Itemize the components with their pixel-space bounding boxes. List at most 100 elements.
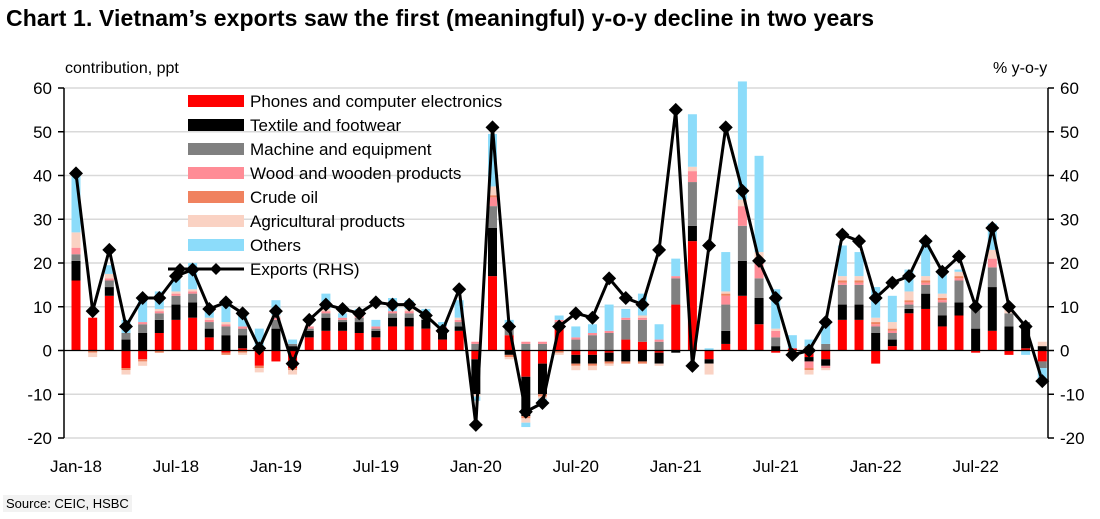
exports-point (835, 227, 850, 242)
bar-segment-crude-oil (88, 350, 98, 353)
bar-segment-textile-and-footwear (621, 350, 631, 362)
bar-segment-agricultural-products (921, 276, 931, 281)
exports-point (668, 102, 683, 117)
bar-segment-machine-and-equipment (138, 324, 148, 333)
bar-segment-phones-and-computer-electronics (388, 326, 398, 351)
bar-segment-wood-and-wooden-products (104, 278, 114, 281)
exports-point (602, 271, 617, 286)
bar-segment-textile-and-footwear (537, 363, 547, 395)
bar-segment-agricultural-products (804, 370, 814, 375)
exports-point (218, 295, 233, 310)
x-tick-label: Jan-20 (450, 457, 502, 476)
bar-segment-others (704, 348, 714, 351)
bar-segment-others (837, 245, 847, 277)
bar-segment-others (821, 324, 831, 344)
exports-point (568, 306, 583, 321)
exports-point (69, 166, 83, 181)
bar-segment-phones-and-computer-electronics (904, 313, 914, 351)
bar-segment-textile-and-footwear (604, 352, 614, 362)
bar-segment-agricultural-products (687, 166, 697, 172)
bar-segment-textile-and-footwear (671, 350, 681, 353)
bar-segment-wood-and-wooden-products (471, 341, 481, 344)
bar-segment-agricultural-products (454, 317, 464, 320)
bar-segment-agricultural-products (204, 317, 214, 320)
legend-swatch (188, 167, 244, 179)
bar-segment-machine-and-equipment (721, 304, 731, 331)
bar-segment-agricultural-products (954, 271, 964, 277)
bar-segment-others (571, 326, 581, 338)
bar-segment-others (671, 258, 681, 277)
exports-point (902, 269, 916, 284)
bar-segment-machine-and-equipment (921, 284, 931, 294)
bar-segment-wood-and-wooden-products (854, 282, 864, 285)
bar-segment-textile-and-footwear (121, 339, 131, 351)
bar-segment-wood-and-wooden-products (671, 276, 681, 279)
exports-point (85, 304, 100, 319)
bar-segment-phones-and-computer-electronics (987, 330, 997, 351)
bar-segment-phones-and-computer-electronics (737, 295, 747, 351)
exports-point (535, 396, 550, 410)
legend-label: Exports (RHS) (250, 260, 360, 279)
exports-point (852, 234, 867, 249)
bar-segment-machine-and-equipment (837, 284, 847, 305)
bar-segment-others (921, 241, 931, 277)
bar-segment-textile-and-footwear (854, 304, 864, 320)
bar-segment-machine-and-equipment (1004, 313, 1014, 327)
bar-segment-wood-and-wooden-products (804, 361, 814, 368)
bar-segment-wood-and-wooden-products (721, 295, 731, 305)
bar-segment-machine-and-equipment (571, 339, 581, 351)
x-tick-label: Jan-19 (250, 457, 302, 476)
bar-segment-others (554, 315, 564, 320)
bar-segment-phones-and-computer-electronics (771, 350, 781, 353)
bar-segment-phones-and-computer-electronics (154, 333, 164, 351)
bar-segment-machine-and-equipment (304, 328, 314, 331)
bar-segment-machine-and-equipment (971, 306, 981, 329)
right-tick-label: 50 (1060, 123, 1079, 142)
bar-segment-others (987, 223, 997, 250)
bar-segment-machine-and-equipment (221, 326, 231, 336)
bar-segment-agricultural-products (471, 394, 481, 397)
bar-segment-phones-and-computer-electronics (571, 350, 581, 355)
bar-segment-machine-and-equipment (338, 319, 348, 323)
bar-segment-phones-and-computer-electronics (454, 330, 464, 351)
exports-point (1018, 319, 1033, 334)
exports-point (818, 315, 833, 330)
bar-segment-phones-and-computer-electronics (338, 330, 348, 351)
bar-segment-machine-and-equipment (104, 280, 114, 288)
bar-segment-machine-and-equipment (821, 343, 831, 351)
bar-segment-crude-oil (854, 280, 864, 283)
bar-segment-machine-and-equipment (154, 313, 164, 320)
axes: 60 60 50 50 40 40 30 30 20 20 10 10 0 0 -10 -10 -20 -20 Ja… (27, 79, 1084, 476)
exports-point (202, 301, 217, 316)
bar-segment-textile-and-footwear (354, 322, 364, 333)
bar-segment-textile-and-footwear (871, 333, 881, 351)
bar-segment-phones-and-computer-electronics (587, 350, 597, 355)
exports-line (69, 102, 1050, 432)
bar-segment-others (787, 335, 797, 349)
bar-segment-agricultural-products (587, 365, 597, 371)
bar-segment-others (887, 295, 897, 323)
right-tick-label: 0 (1060, 342, 1069, 361)
bar-segment-textile-and-footwear (204, 328, 214, 338)
bar-segment-textile-and-footwear (754, 298, 764, 325)
exports-point (335, 301, 350, 316)
bar-segment-others (254, 328, 264, 349)
bar-segment-agricultural-products (837, 276, 847, 281)
bar-segment-agricultural-products (88, 352, 98, 358)
bar-segment-textile-and-footwear (721, 330, 731, 344)
bar-segment-textile-and-footwear (488, 228, 497, 277)
exports-point (418, 308, 433, 323)
bar-segment-crude-oil (154, 350, 164, 353)
x-tick-label: Jul-18 (153, 457, 199, 476)
bar-segment-agricultural-products (488, 186, 497, 196)
left-tick-label: 30 (33, 210, 52, 229)
bar-segment-others (771, 289, 781, 329)
exports-point (385, 297, 400, 312)
bar-segment-machine-and-equipment (121, 333, 131, 340)
exports-point (885, 275, 900, 290)
bar-segment-phones-and-computer-electronics (138, 350, 148, 360)
bar-segment-wood-and-wooden-products (871, 324, 881, 327)
bar-segment-agricultural-products (121, 370, 131, 375)
bar-segment-phones-and-computer-electronics (238, 348, 248, 351)
exports-point (135, 291, 150, 305)
